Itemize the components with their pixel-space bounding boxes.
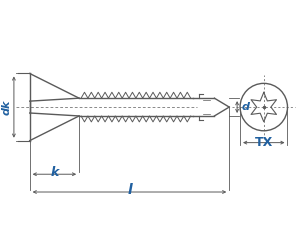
Text: k: k (50, 166, 58, 179)
Text: d: d (242, 102, 250, 112)
Text: TX: TX (255, 135, 273, 148)
Text: dk: dk (2, 99, 12, 115)
Text: l: l (127, 183, 132, 197)
